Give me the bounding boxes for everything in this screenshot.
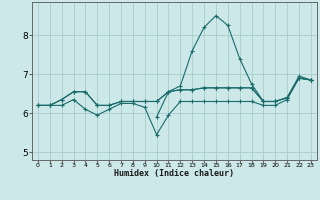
X-axis label: Humidex (Indice chaleur): Humidex (Indice chaleur)	[115, 169, 234, 178]
